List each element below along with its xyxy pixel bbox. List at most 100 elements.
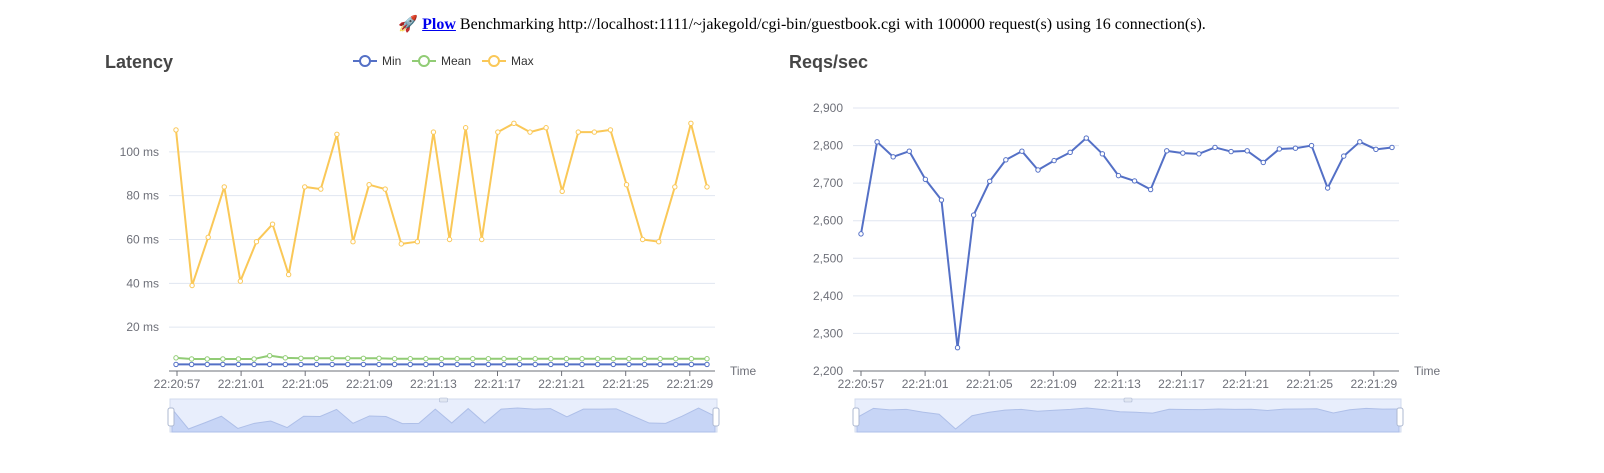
data-point-max[interactable] (269, 221, 276, 227)
data-point-max[interactable] (237, 278, 244, 284)
data-point-mean[interactable] (626, 356, 632, 362)
data-point-series[interactable] (1147, 186, 1154, 193)
data-point-max[interactable] (607, 127, 614, 133)
data-point-mean[interactable] (407, 356, 413, 362)
data-point-min[interactable] (579, 361, 585, 368)
data-point-min[interactable] (454, 361, 460, 368)
data-point-max[interactable] (511, 120, 517, 127)
data-point-min[interactable] (329, 361, 335, 368)
data-point-mean[interactable] (454, 356, 460, 362)
data-point-min[interactable] (610, 361, 616, 368)
data-point-max[interactable] (591, 129, 598, 135)
data-point-series[interactable] (1212, 144, 1218, 151)
data-point-series[interactable] (1115, 172, 1122, 179)
data-point-min[interactable] (220, 361, 226, 368)
data-point-min[interactable] (532, 361, 538, 368)
data-point-min[interactable] (188, 361, 195, 368)
data-point-series[interactable] (1051, 157, 1057, 164)
data-point-mean[interactable] (391, 356, 398, 362)
data-point-series[interactable] (1308, 142, 1315, 149)
data-point-min[interactable] (626, 361, 632, 368)
slider-left-handle[interactable] (167, 407, 175, 427)
data-point-min[interactable] (298, 361, 304, 368)
data-point-mean[interactable] (579, 356, 585, 362)
data-point-series[interactable] (1035, 167, 1041, 173)
data-point-max[interactable] (575, 129, 581, 135)
data-point-max[interactable] (350, 238, 356, 245)
data-point-min[interactable] (423, 361, 429, 368)
data-point-series[interactable] (890, 154, 896, 160)
data-point-series[interactable] (1019, 148, 1025, 154)
data-point-mean[interactable] (688, 356, 695, 362)
data-point-max[interactable] (704, 184, 710, 190)
data-point-max[interactable] (656, 238, 662, 245)
data-point-max[interactable] (382, 186, 388, 192)
data-point-min[interactable] (673, 361, 679, 368)
data-point-mean[interactable] (657, 356, 663, 362)
data-point-mean[interactable] (220, 356, 226, 362)
data-point-mean[interactable] (282, 355, 289, 361)
data-point-mean[interactable] (470, 356, 476, 362)
data-point-min[interactable] (267, 361, 273, 368)
data-point-mean[interactable] (345, 355, 351, 361)
data-point-max[interactable] (302, 184, 308, 190)
data-point-max[interactable] (173, 127, 179, 133)
data-point-series[interactable] (922, 176, 929, 183)
data-point-series[interactable] (1324, 185, 1331, 191)
data-point-max[interactable] (462, 125, 469, 131)
data-point-series[interactable] (987, 178, 993, 184)
data-point-min[interactable] (235, 361, 242, 368)
data-point-min[interactable] (563, 361, 570, 368)
data-point-max[interactable] (543, 125, 549, 131)
data-point-min[interactable] (501, 361, 507, 368)
data-point-series[interactable] (874, 139, 880, 145)
data-point-mean[interactable] (532, 356, 538, 362)
data-point-mean[interactable] (376, 355, 382, 361)
data-point-max[interactable] (446, 236, 453, 243)
data-point-mean[interactable] (313, 355, 320, 361)
data-point-series[interactable] (1389, 144, 1395, 151)
data-point-min[interactable] (204, 361, 210, 368)
data-point-max[interactable] (318, 186, 324, 192)
data-point-max[interactable] (205, 234, 211, 241)
data-point-series[interactable] (1276, 146, 1283, 152)
data-point-min[interactable] (282, 361, 289, 368)
data-point-mean[interactable] (298, 355, 304, 361)
data-point-min[interactable] (704, 361, 710, 368)
data-point-mean[interactable] (673, 356, 679, 362)
data-zoom-slider[interactable] (852, 397, 1404, 433)
data-point-series[interactable] (1373, 146, 1379, 153)
data-point-min[interactable] (251, 361, 257, 368)
data-point-series[interactable] (858, 231, 864, 237)
data-point-min[interactable] (688, 361, 695, 368)
data-point-min[interactable] (657, 361, 663, 368)
data-point-series[interactable] (1244, 148, 1250, 154)
data-point-max[interactable] (398, 241, 404, 247)
data-point-min[interactable] (548, 361, 554, 368)
legend-item-mean[interactable]: Mean (412, 54, 471, 68)
legend-item-min[interactable]: Min (353, 54, 401, 68)
data-point-min[interactable] (313, 361, 320, 368)
data-point-series[interactable] (1180, 150, 1186, 156)
data-point-series[interactable] (1228, 148, 1234, 155)
data-point-series[interactable] (954, 345, 961, 351)
data-point-mean[interactable] (594, 356, 601, 362)
data-point-max[interactable] (189, 282, 195, 289)
data-point-mean[interactable] (641, 356, 648, 362)
data-point-series[interactable] (1196, 151, 1202, 157)
legend-item-max[interactable]: Max (482, 54, 534, 68)
data-point-max[interactable] (639, 236, 646, 243)
data-point-min[interactable] (470, 361, 476, 368)
data-point-min[interactable] (360, 361, 367, 368)
data-point-max[interactable] (285, 271, 292, 278)
data-point-mean[interactable] (188, 356, 195, 362)
data-point-max[interactable] (253, 238, 260, 245)
data-point-min[interactable] (391, 361, 398, 368)
data-point-min[interactable] (407, 361, 413, 368)
data-point-series[interactable] (1003, 157, 1009, 163)
data-point-min[interactable] (641, 361, 648, 368)
data-point-max[interactable] (688, 120, 694, 127)
data-point-mean[interactable] (251, 356, 257, 362)
data-zoom-slider[interactable] (167, 397, 720, 433)
data-point-series[interactable] (1292, 145, 1299, 151)
